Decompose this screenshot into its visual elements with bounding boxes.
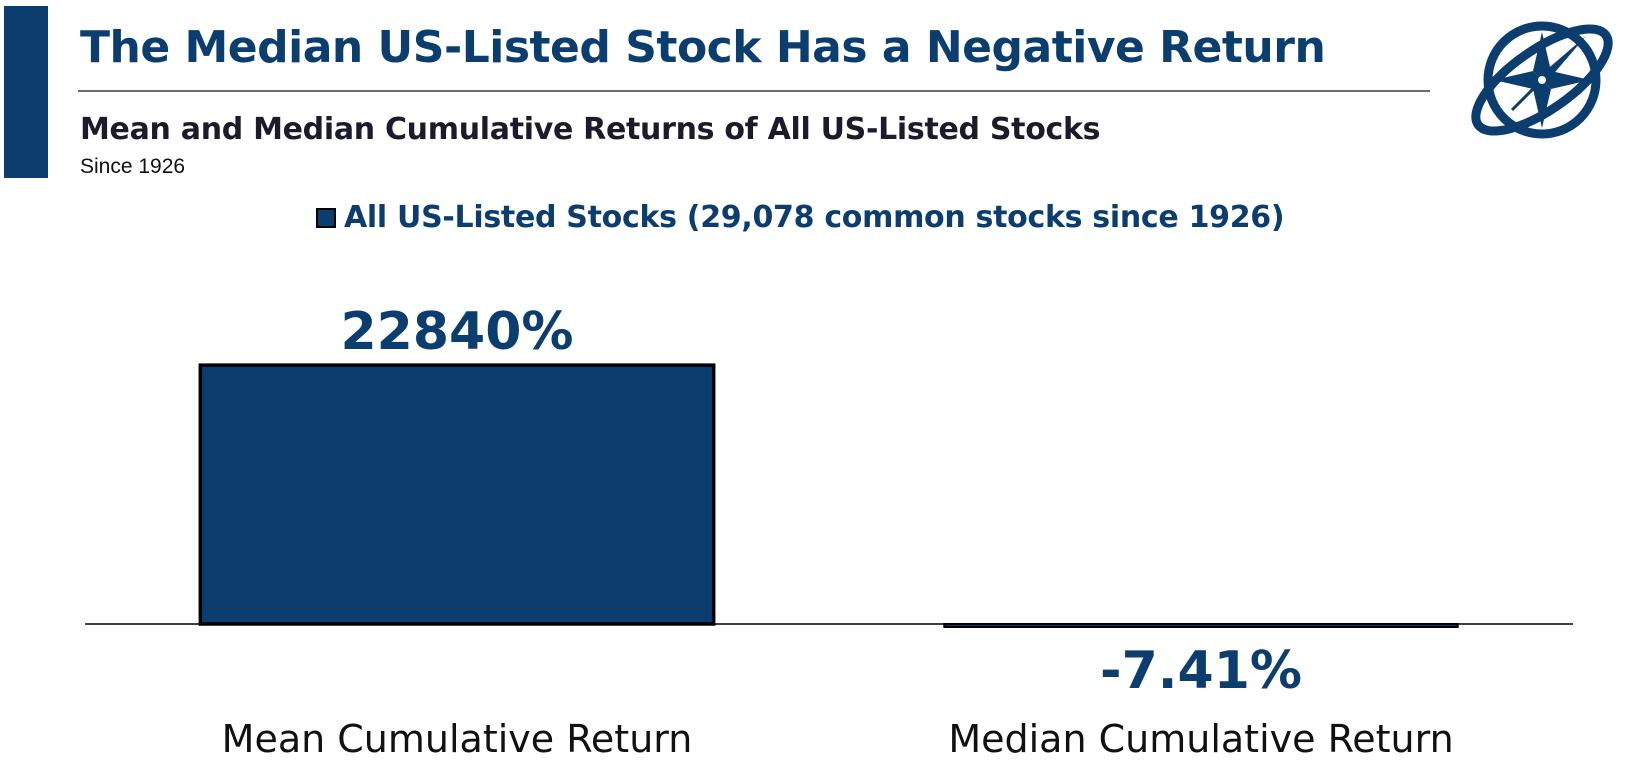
category-label-0: Mean Cumulative Return — [222, 717, 693, 761]
category-label-1: Median Cumulative Return — [948, 717, 1453, 761]
accent-bar — [4, 6, 48, 178]
since-note: Since 1926 — [80, 155, 186, 178]
legend-swatch — [316, 207, 336, 228]
bar-0 — [198, 363, 716, 626]
data-label-0: 22840% — [340, 302, 573, 362]
chart-legend: All US-Listed Stocks (29,078 common stoc… — [316, 200, 1285, 235]
page-title: The Median US-Listed Stock Has a Negativ… — [80, 22, 1326, 73]
legend-label: All US-Listed Stocks (29,078 common stoc… — [344, 200, 1285, 235]
chart-subtitle: Mean and Median Cumulative Returns of Al… — [80, 112, 1101, 147]
data-label-1: -7.41% — [1100, 641, 1302, 701]
title-divider — [78, 90, 1430, 92]
compass-globe-logo-icon — [1471, 21, 1613, 139]
